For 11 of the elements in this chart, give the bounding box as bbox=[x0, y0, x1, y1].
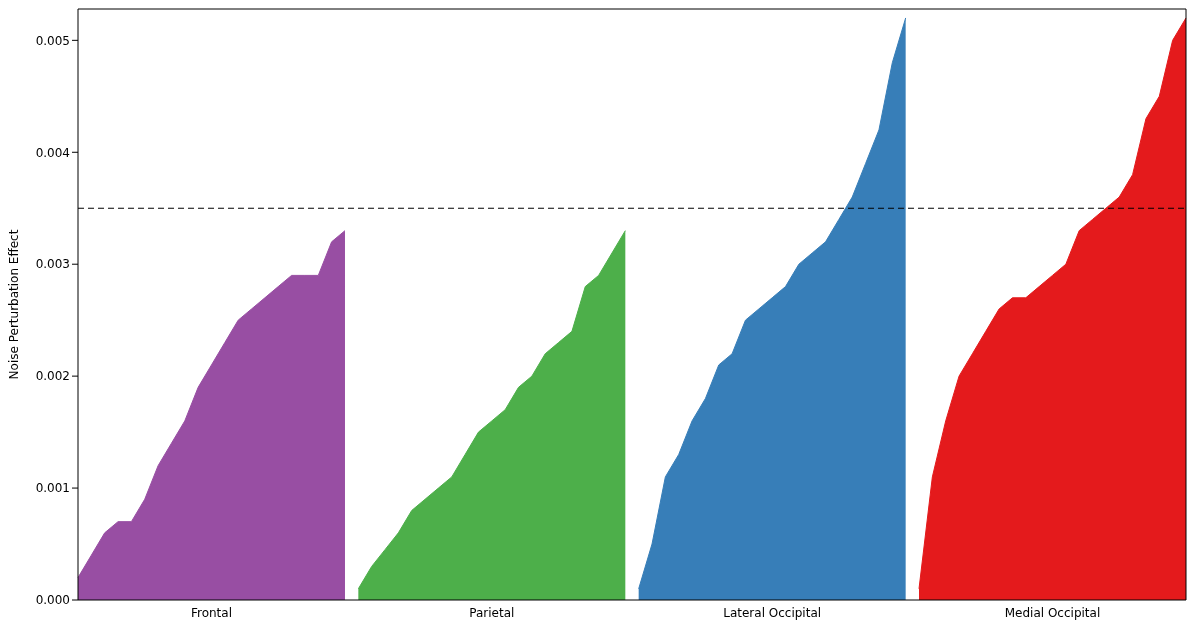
y-axis-title: Noise Perturbation Effect bbox=[7, 229, 22, 380]
y-tick-label: 0.002 bbox=[35, 369, 70, 384]
y-tick-label: 0.003 bbox=[35, 257, 70, 272]
y-tick-label: 0.005 bbox=[35, 33, 70, 48]
x-tick-label: Lateral Occipital bbox=[723, 605, 822, 620]
x-tick-label: Frontal bbox=[190, 605, 233, 620]
y-tick-label: 0.000 bbox=[35, 593, 70, 608]
x-tick-label: Parietal bbox=[469, 605, 515, 620]
y-tick-label: 0.004 bbox=[35, 145, 70, 160]
x-tick-label: Medial Occipital bbox=[1004, 605, 1101, 620]
y-tick-label: 0.001 bbox=[35, 481, 70, 496]
